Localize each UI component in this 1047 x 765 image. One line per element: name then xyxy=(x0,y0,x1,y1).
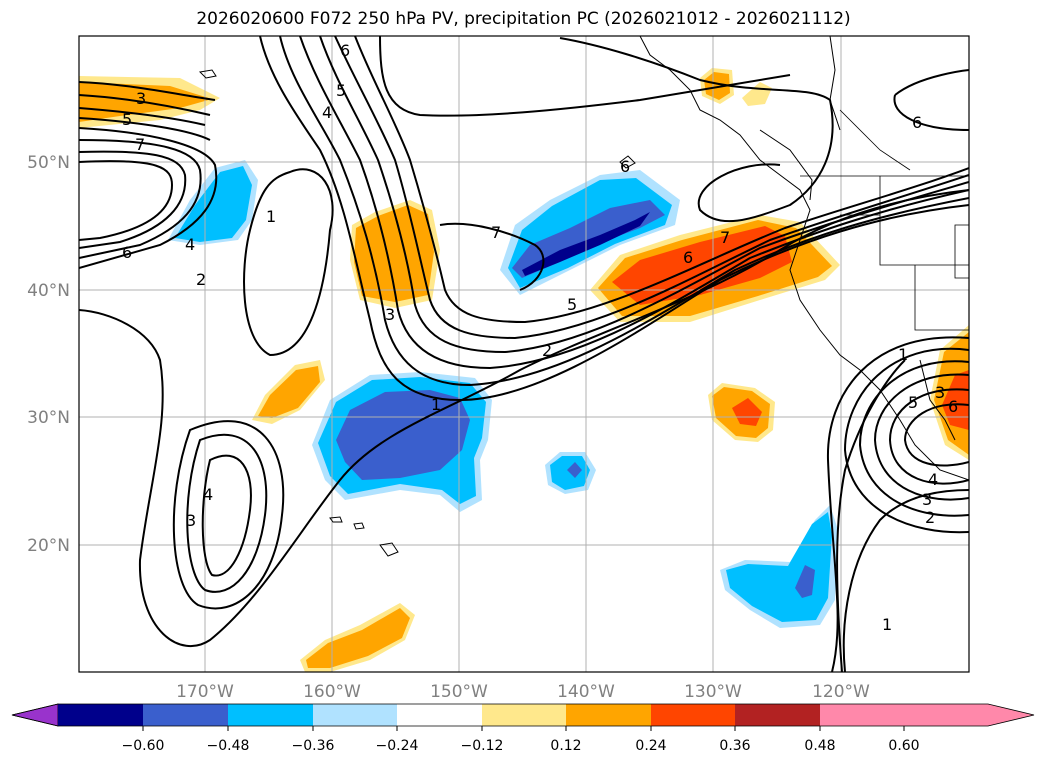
colorbar-tick-label: −0.24 xyxy=(376,738,419,754)
colorbar-tick-label: 0.60 xyxy=(888,738,919,754)
colorbar-segment xyxy=(735,704,820,726)
colorbar-max-extension xyxy=(904,704,1034,726)
contour-label: 6 xyxy=(340,41,350,60)
lon-label: 150°W xyxy=(430,682,488,702)
contour-label: 3 xyxy=(922,490,932,509)
contour-label: 4 xyxy=(928,470,938,489)
colorbar-ticks xyxy=(142,726,905,731)
contour-label: 2 xyxy=(542,341,552,360)
lon-label: 170°W xyxy=(176,682,234,702)
colorbar-tick-label: −0.48 xyxy=(207,738,250,754)
contour-label: 4 xyxy=(322,103,332,122)
contour-label: 2 xyxy=(196,270,206,289)
pv-contours xyxy=(79,36,969,672)
contour-label: 7 xyxy=(491,223,501,242)
contour-label: 1 xyxy=(266,207,276,226)
map-frame xyxy=(78,35,970,673)
colorbar-segment xyxy=(58,704,143,726)
contour-label: 1 xyxy=(898,345,908,364)
coastlines xyxy=(198,36,969,557)
contour-label: 6 xyxy=(912,113,922,132)
lon-label: 160°W xyxy=(303,682,361,702)
contour-label: 5 xyxy=(336,81,346,100)
colorbar-tick-label: 0.24 xyxy=(635,738,666,754)
contour-label: 5 xyxy=(122,110,132,129)
lon-label: 120°W xyxy=(812,682,870,702)
contour-label: 4 xyxy=(203,485,213,504)
contour-label: 3 xyxy=(136,89,146,108)
graticule xyxy=(79,36,969,672)
contour-label: 6 xyxy=(948,397,958,416)
lat-label: 40°N xyxy=(27,281,70,301)
colorbar-tick-label: 0.36 xyxy=(719,738,750,754)
colorbar-segment xyxy=(566,704,651,726)
latitude-labels: 50°N 40°N 30°N 20°N xyxy=(27,153,70,556)
contour-label: 5 xyxy=(567,295,577,314)
colorbar-tick-label: −0.12 xyxy=(461,738,504,754)
colorbar: −0.60 −0.48 −0.36 −0.24 −0.12 0.12 0.24 … xyxy=(11,703,1035,754)
contour-label: 2 xyxy=(925,508,935,527)
lat-label: 30°N xyxy=(27,408,70,428)
colorbar-segment xyxy=(482,704,566,726)
contour-label: 1 xyxy=(882,615,892,634)
longitude-labels: 170°W 160°W 150°W 140°W 130°W 120°W xyxy=(176,682,870,702)
contour-label: 3 xyxy=(935,383,945,402)
colorbar-segment xyxy=(143,704,228,726)
lon-label: 140°W xyxy=(557,682,615,702)
colorbar-segment xyxy=(313,704,397,726)
colorbar-tick-label: −0.36 xyxy=(292,738,335,754)
contour-labels: 3 5 7 4 6 1 2 5 4 6 7 6 7 6 5 3 2 1 4 3 … xyxy=(122,41,958,634)
colorbar-tick-label: 0.48 xyxy=(804,738,835,754)
contour-label: 6 xyxy=(122,243,132,262)
lat-label: 50°N xyxy=(27,153,70,173)
contour-label: 7 xyxy=(135,135,145,154)
contour-label: 7 xyxy=(720,228,730,247)
colorbar-min-extension xyxy=(11,703,59,727)
colorbar-tick-label: −0.60 xyxy=(122,738,165,754)
map-title: 2026020600 F072 250 hPa PV, precipitatio… xyxy=(196,9,851,29)
contour-label: 5 xyxy=(908,393,918,412)
colorbar-segment xyxy=(397,704,482,726)
contour-label: 3 xyxy=(186,511,196,530)
contour-label: 6 xyxy=(620,157,630,176)
contour-label: 3 xyxy=(385,305,395,324)
contour-label: 1 xyxy=(431,395,441,414)
colorbar-segment xyxy=(228,704,313,726)
contour-label: 4 xyxy=(185,235,195,254)
colorbar-segment xyxy=(651,704,735,726)
colorbar-tick-label: 0.12 xyxy=(550,738,581,754)
lat-label: 20°N xyxy=(27,536,70,556)
lon-label: 130°W xyxy=(684,682,742,702)
contour-label: 6 xyxy=(683,248,693,267)
colorbar-segment xyxy=(820,704,904,726)
